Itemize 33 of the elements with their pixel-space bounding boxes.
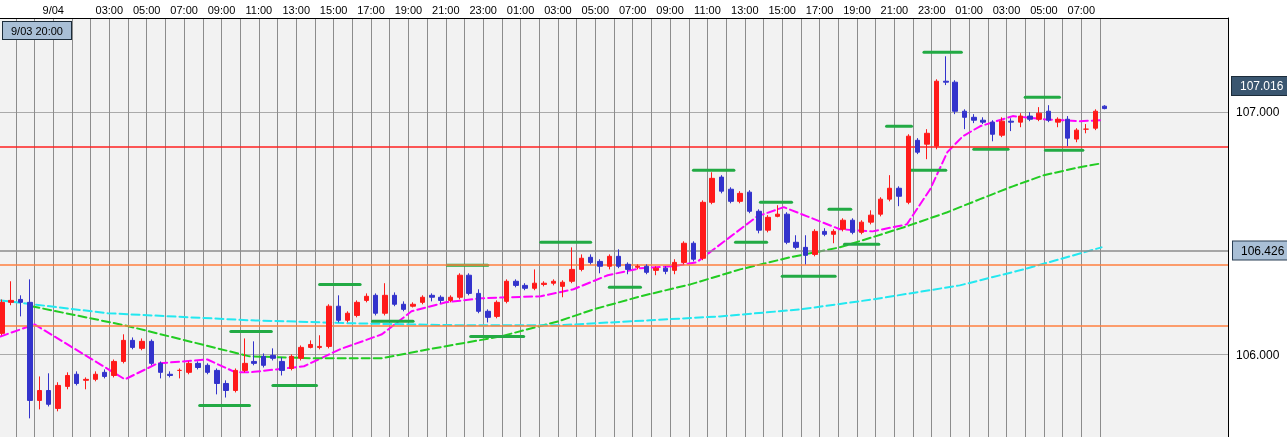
x-tick-label: 07:00 [170,3,198,16]
ref-line-label: 106.426 [1241,243,1285,258]
x-tick-label: 21:00 [432,3,460,16]
x-tick-label: 07:00 [1067,3,1096,16]
x-tick-label: 05:00 [581,3,610,16]
x-tick-label: 01:00 [955,3,983,16]
x-tick-label: 03:00 [95,3,124,16]
x-tick-label: 19:00 [843,3,871,16]
x-tick-label: 17:00 [357,3,385,16]
x-tick-label: 09:00 [656,3,684,16]
x-tick-label: 19:00 [394,3,423,16]
x-tick-label: 9/04 [42,3,64,16]
x-tick-label: 03:00 [544,3,572,16]
x-tick-label: 23:00 [469,3,497,16]
x-tick-label: 03:00 [992,3,1021,16]
x-tick-label: 07:00 [618,3,647,16]
y-tick-label: 107.000 [1236,105,1280,120]
x-tick-label: 05:00 [132,3,161,16]
x-tick-label: 11:00 [694,3,721,16]
x-tick-label: 21:00 [880,3,909,16]
x-tick-label: 15:00 [319,3,348,16]
y-tick-label: 106.000 [1236,347,1280,362]
annotation: 9/03 20:00 [11,24,63,37]
x-tick-label: 23:00 [917,3,946,16]
x-tick-label: 05:00 [1030,3,1058,16]
x-tick-label: 09:00 [207,3,236,16]
x-tick-label: 13:00 [282,3,311,16]
text: 107.016 [1240,79,1284,93]
x-tick-label: 17:00 [805,3,834,16]
x-tick-label: 11:00 [245,3,273,16]
x-tick-label: 13:00 [731,3,759,16]
x-tick-label: 01:00 [506,3,535,16]
x-tick-label: 15:00 [768,3,796,16]
